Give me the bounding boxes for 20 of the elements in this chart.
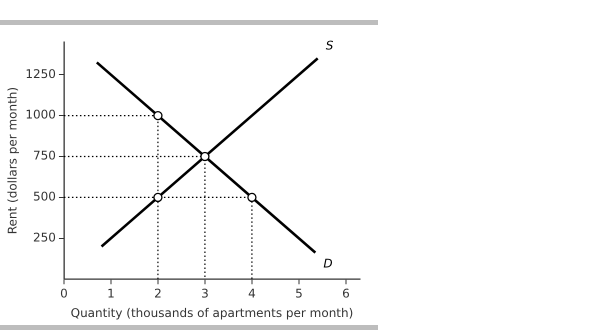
point — [153, 110, 163, 120]
series-label: S — [326, 38, 334, 52]
y-tick-label: 1000 — [25, 108, 56, 122]
y-tick-label: 750 — [33, 148, 56, 163]
x-tick-label: 3 — [201, 286, 209, 301]
point — [247, 192, 257, 202]
x-tick-label: 5 — [295, 286, 303, 301]
series-label: D — [323, 256, 333, 271]
point — [153, 192, 163, 202]
x-tick-label: 6 — [342, 286, 350, 301]
x-axis-title: Quantity (thousands of apartments per month) — [70, 306, 354, 320]
y-tick-label: 250 — [33, 230, 56, 244]
x-tick-label: 0 — [60, 286, 68, 301]
y-tick-label: 500 — [33, 190, 56, 204]
x-tick-label: 4 — [248, 286, 256, 301]
x-tick-label: 2 — [154, 286, 162, 301]
y-axis-title: Rent (dollars per month) — [5, 86, 20, 234]
x-tick-label: 1 — [107, 286, 115, 301]
y-tick-label: 1250 — [25, 66, 56, 81]
point — [200, 152, 210, 162]
